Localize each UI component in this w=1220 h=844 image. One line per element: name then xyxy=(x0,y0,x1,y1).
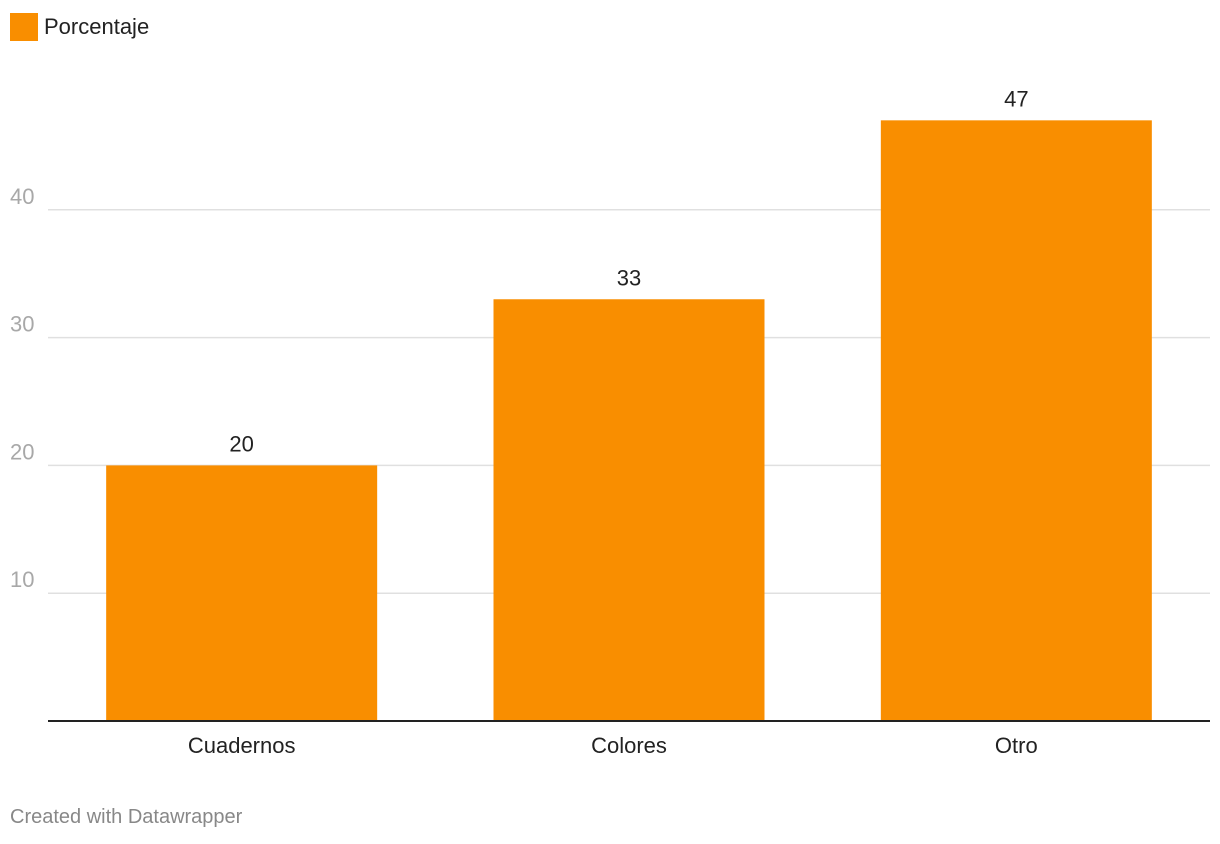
legend-swatch xyxy=(10,13,38,41)
y-tick-label: 30 xyxy=(10,312,34,337)
y-tick-label: 20 xyxy=(10,439,34,464)
legend: Porcentaje xyxy=(10,12,149,42)
y-tick-label: 10 xyxy=(10,567,34,592)
bar xyxy=(880,120,1152,722)
bar xyxy=(106,465,378,721)
legend-label: Porcentaje xyxy=(44,14,150,39)
data-label: 33 xyxy=(617,265,641,290)
data-label: 47 xyxy=(1004,86,1028,111)
data-label: 20 xyxy=(229,431,253,456)
footer-credit: Created with Datawrapper xyxy=(10,806,243,828)
x-category-label: Cuadernos xyxy=(188,733,296,758)
x-category-label: Colores xyxy=(591,733,667,758)
x-category-label: Otro xyxy=(995,733,1038,758)
bar xyxy=(493,299,765,721)
y-tick-label: 40 xyxy=(10,184,34,209)
